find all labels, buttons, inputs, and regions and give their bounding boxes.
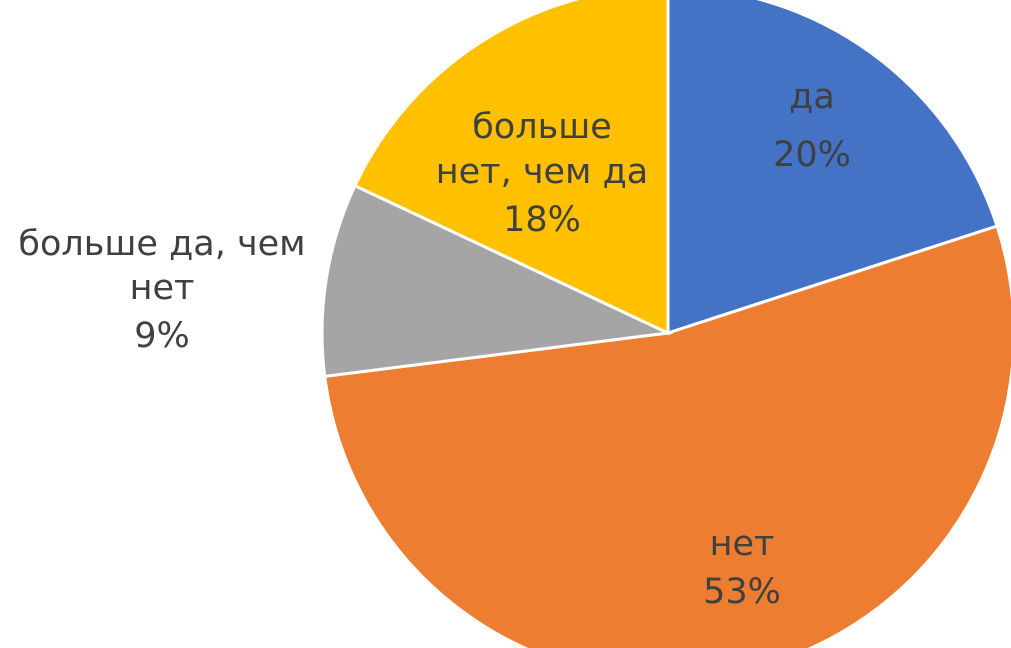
slice-label: нет 53% — [703, 524, 781, 612]
slice-label: больше нет, чем да 18% — [436, 107, 648, 240]
pie-slice — [666, 0, 999, 336]
slice-label: да 20% — [773, 77, 851, 175]
pie-slices — [320, 0, 1011, 648]
pie-slice — [320, 183, 674, 379]
slice-labels: да 20% нет 53% больше да, чем нет 9% больше нет,… — [18, 77, 851, 612]
pie-slice — [323, 224, 1011, 648]
pie-slice — [352, 0, 670, 336]
slice-label: больше да, чем нет 9% — [18, 224, 305, 356]
